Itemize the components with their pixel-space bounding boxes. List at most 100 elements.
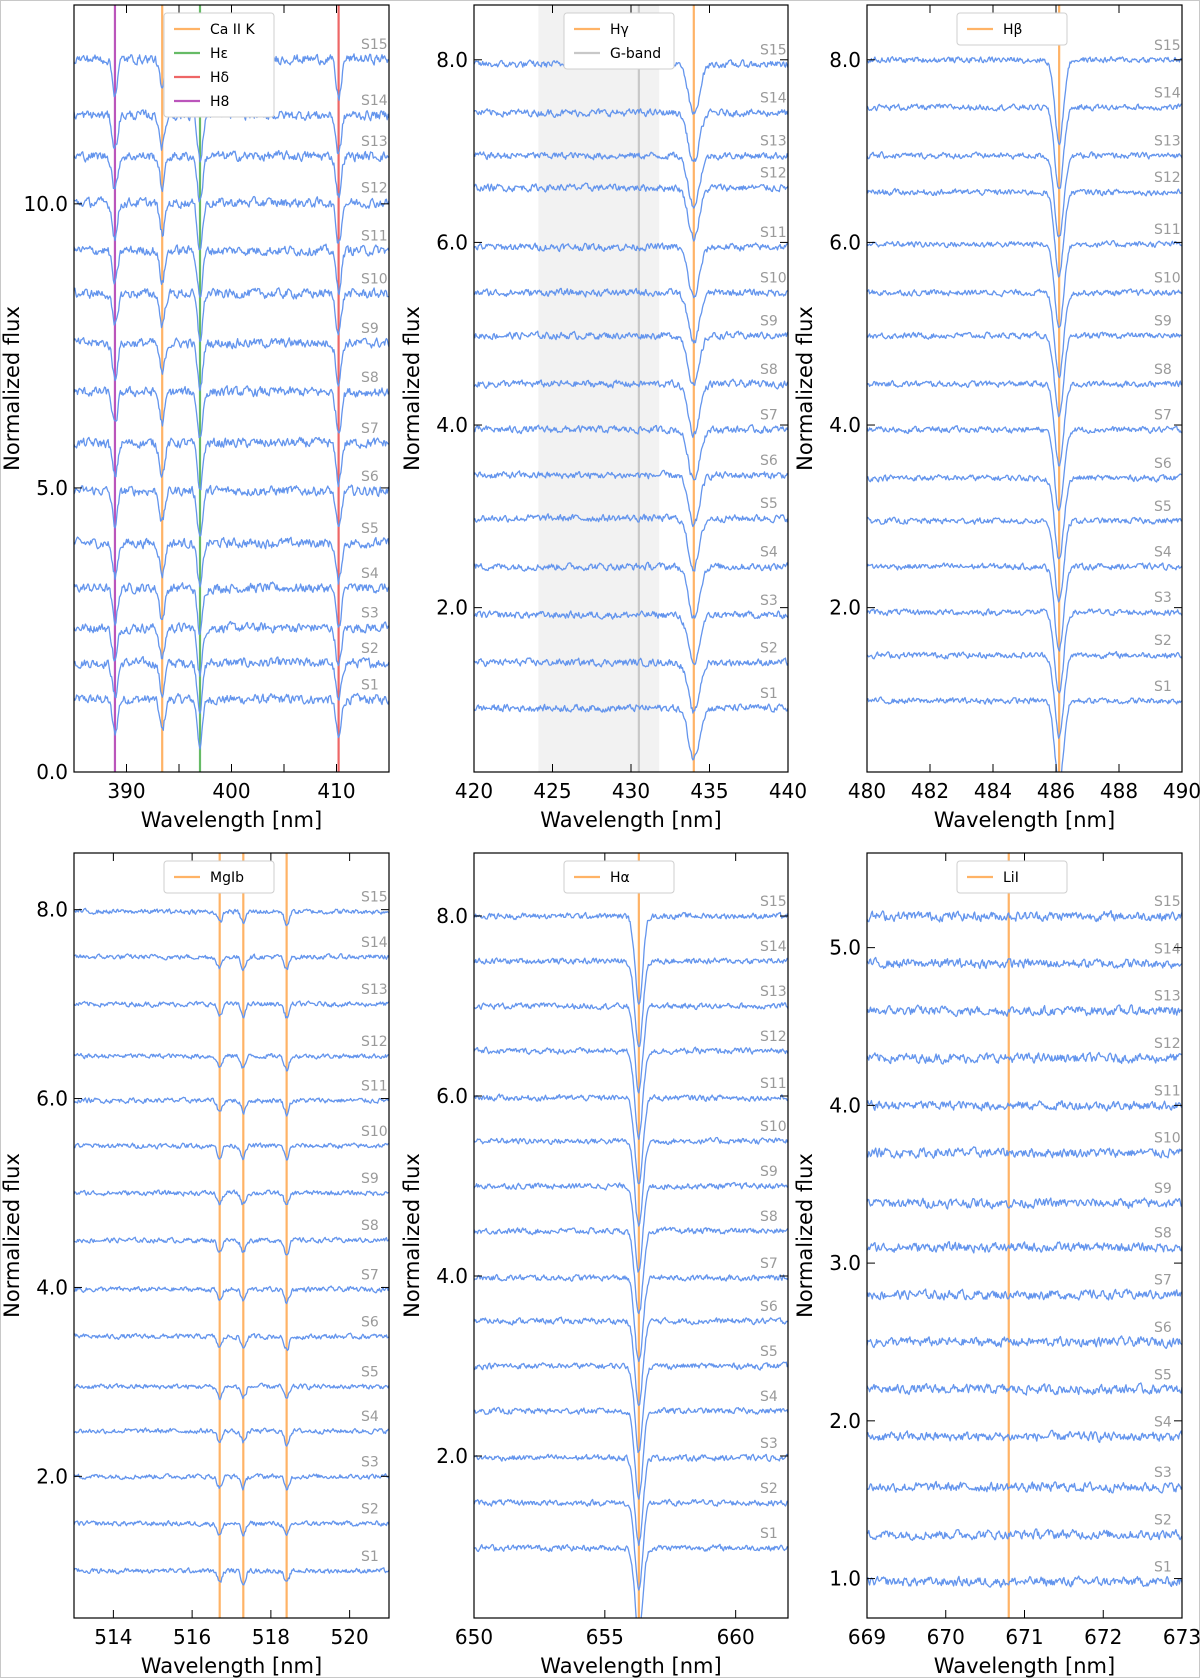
series-label: S1: [760, 686, 778, 702]
x-tick-label: 430: [612, 779, 650, 803]
series-label: S3: [361, 606, 379, 622]
x-tick-label: 670: [927, 1625, 965, 1649]
y-tick-label: 6.0: [436, 1084, 468, 1108]
spectrum-S9: [74, 337, 389, 392]
x-tick-label: 410: [317, 779, 355, 803]
spectrum-S9: [474, 1181, 788, 1273]
shaded-band-1: [538, 5, 660, 772]
series-label: S5: [1154, 1367, 1172, 1383]
spectrum-S13: [474, 151, 788, 209]
spectrum-S13: [867, 151, 1182, 238]
x-tick-label: 488: [1100, 779, 1138, 803]
x-tick-label: 440: [769, 779, 807, 803]
series-label: S11: [1154, 1083, 1181, 1099]
series-label: S13: [760, 984, 787, 1000]
spectrum-S3: [867, 608, 1182, 694]
x-axis-label: Wavelength [nm]: [934, 808, 1115, 832]
series-label: S7: [760, 408, 778, 424]
spectrum-S1: [74, 692, 389, 750]
series-label: S6: [361, 1315, 379, 1331]
spectrum-S8: [867, 1241, 1182, 1254]
series-label: S6: [1154, 456, 1172, 472]
series-label: S8: [760, 362, 778, 378]
y-tick-label: 8.0: [36, 898, 68, 922]
series-label: S4: [1154, 545, 1172, 561]
series-label: S4: [760, 1389, 778, 1405]
y-tick-label: 4.0: [829, 1093, 861, 1117]
spectrum-S5: [74, 1382, 389, 1401]
y-tick-label: 5.0: [829, 936, 861, 960]
x-tick-label: 516: [173, 1625, 211, 1649]
spectrum-S11: [74, 1096, 389, 1117]
series-label: S11: [361, 228, 388, 244]
spectrum-S4: [474, 561, 788, 619]
series-label: S9: [1154, 314, 1172, 330]
y-tick-label: 2.0: [436, 596, 468, 620]
spectrum-S5: [74, 536, 389, 588]
series-label: S14: [1154, 941, 1181, 957]
y-tick-label: 2.0: [36, 1464, 68, 1488]
y-axis-label: Normalized flux: [793, 1153, 817, 1318]
series-label: S8: [760, 1209, 778, 1225]
spectrum-S11: [867, 240, 1182, 329]
series-label: S13: [361, 134, 388, 150]
spectrum-S7: [867, 1288, 1182, 1301]
series-label: S5: [361, 1365, 379, 1381]
spectrum-S8: [474, 378, 788, 438]
spectrum-S10: [474, 1136, 788, 1227]
series-label: S2: [760, 640, 778, 656]
y-axis-label: Normalized flux: [400, 306, 424, 471]
spectrum-S8: [74, 385, 389, 439]
spectrum-S7: [474, 424, 788, 481]
y-tick-label: 0.0: [36, 760, 68, 784]
series-label: S9: [760, 1164, 778, 1180]
spectrum-S12: [867, 1051, 1182, 1065]
spectrum-S12: [474, 1046, 788, 1140]
spectrum-S8: [474, 1226, 788, 1315]
x-tick-label: 435: [690, 779, 728, 803]
legend-entry: Hγ: [610, 22, 629, 38]
series-label: S9: [1154, 1181, 1172, 1197]
series-label: S14: [760, 939, 787, 955]
series-label: S8: [361, 370, 379, 386]
spectrum-S7: [474, 1273, 788, 1363]
axes-frame: [866, 4, 1183, 773]
series-label: S7: [1154, 408, 1172, 424]
y-tick-label: 8.0: [829, 48, 861, 72]
series-label: S7: [361, 421, 379, 437]
series-label: S6: [361, 469, 379, 485]
series-label: S1: [1154, 1560, 1172, 1576]
legend-entry: Hα: [610, 870, 630, 886]
series-label: S14: [760, 91, 787, 107]
panel-2: S1 S2 S3 S4 S5 S6 S7 S8 S9 S10 S11 S12 S13 S14 S15 420 4…: [400, 4, 807, 832]
spectrum-S6: [867, 1335, 1182, 1350]
spectrum-S13: [867, 1004, 1182, 1018]
spectrum-S2: [474, 657, 788, 714]
series-label: S1: [361, 1549, 379, 1565]
y-tick-label: 6.0: [36, 1087, 68, 1111]
spectrum-S14: [867, 956, 1182, 970]
legend-entry: Hδ: [210, 70, 229, 86]
spectrum-S10: [74, 1142, 389, 1161]
x-tick-label: 484: [974, 779, 1012, 803]
y-tick-label: 4.0: [829, 413, 861, 437]
axes-frame: [866, 852, 1183, 1619]
spectrum-S14: [867, 103, 1182, 189]
x-tick-label: 660: [717, 1625, 755, 1649]
y-tick-label: 8.0: [436, 48, 468, 72]
spectrum-S12: [474, 182, 788, 242]
spectrum-S11: [74, 243, 389, 299]
spectrum-S15: [867, 909, 1182, 923]
panel-4: S1 S2 S3 S4 S5 S6 S7 S8 S9 S10 S11 S12 S13 S14 S15 514 5…: [0, 852, 390, 1678]
series-label: S5: [361, 521, 379, 537]
series-label: S3: [361, 1454, 379, 1470]
x-tick-label: 490: [1163, 779, 1200, 803]
x-axis-label: Wavelength [nm]: [141, 808, 322, 832]
series-label: S9: [760, 314, 778, 330]
y-axis-label: Normalized flux: [0, 1153, 24, 1318]
spectrum-S2: [867, 1528, 1182, 1541]
spectrum-S5: [474, 513, 788, 572]
legend: Hβ: [956, 12, 1068, 46]
legend-entry: MgIb: [210, 870, 244, 886]
spectrum-S15: [74, 907, 389, 927]
